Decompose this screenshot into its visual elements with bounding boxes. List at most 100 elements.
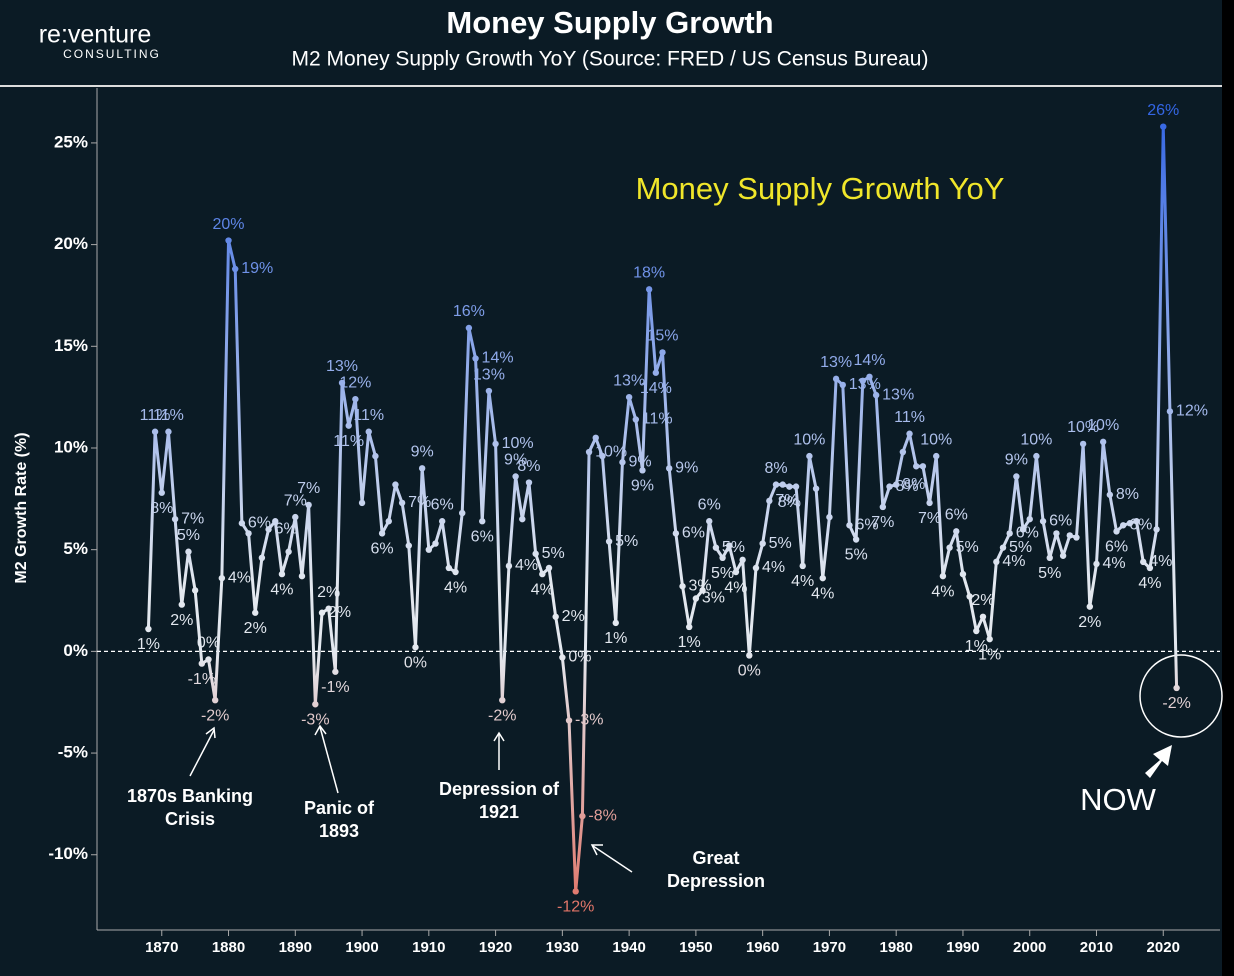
data-label: 5%	[845, 547, 868, 564]
data-label: 9%	[631, 478, 654, 495]
point	[592, 434, 599, 442]
point	[258, 554, 266, 562]
data-label: 4%	[270, 581, 293, 598]
data-label: 2%	[244, 620, 267, 637]
point	[211, 696, 219, 704]
data-label: 3%	[689, 578, 712, 595]
data-label: 10%	[1020, 431, 1052, 448]
point	[732, 568, 740, 576]
point	[892, 481, 900, 488]
point	[1053, 530, 1060, 537]
point	[238, 520, 246, 527]
point	[278, 570, 286, 578]
data-label: 9%	[675, 460, 698, 477]
point	[492, 440, 499, 448]
data-label: 4%	[1002, 553, 1025, 570]
point	[906, 430, 913, 437]
point	[1166, 408, 1174, 415]
point	[1153, 526, 1160, 533]
point	[1059, 552, 1067, 559]
point	[479, 518, 486, 525]
point	[545, 564, 553, 572]
data-label: 12%	[339, 374, 371, 391]
point	[979, 613, 987, 620]
point	[632, 416, 639, 423]
data-label: 7%	[297, 480, 320, 497]
point	[692, 595, 700, 602]
point	[245, 530, 252, 537]
point	[686, 623, 693, 631]
point	[1126, 520, 1134, 527]
arrow	[319, 726, 339, 794]
point	[265, 526, 272, 533]
point	[625, 393, 633, 401]
point	[939, 572, 947, 580]
point	[218, 574, 226, 582]
logo-tagline: CONSULTING	[63, 47, 161, 61]
point	[872, 391, 880, 399]
data-label: 5%	[711, 565, 734, 582]
data-label: -8%	[588, 807, 616, 824]
x-tick-label: 1890	[279, 939, 312, 956]
annotation-arrows	[189, 724, 633, 873]
point	[659, 349, 666, 356]
x-tick-label: 1910	[412, 939, 445, 956]
x-tick-label: 1870	[145, 939, 178, 956]
data-label: 6%	[248, 514, 271, 531]
point	[1033, 452, 1040, 460]
data-label: -2%	[488, 707, 516, 724]
data-label: 6%	[471, 528, 494, 545]
data-label: 6%	[682, 525, 705, 542]
x-tick-label: 1970	[813, 939, 846, 956]
point	[652, 369, 660, 376]
data-label: 14%	[640, 380, 672, 397]
data-label: 2%	[328, 604, 351, 621]
point	[312, 701, 319, 708]
point	[1160, 123, 1167, 130]
data-label: -3%	[575, 712, 603, 729]
data-label: 11%	[140, 407, 171, 424]
data-label: 9%	[628, 453, 651, 470]
data-label: 10%	[1087, 417, 1119, 434]
data-label: 1%	[604, 630, 627, 647]
data-label: 2%	[1078, 614, 1101, 631]
point	[318, 609, 326, 616]
point	[752, 564, 760, 572]
data-label: 14%	[853, 352, 885, 369]
point	[579, 812, 586, 820]
point	[1133, 518, 1140, 525]
point	[438, 518, 446, 525]
y-tick-label: 25%	[54, 132, 88, 151]
data-label: -2%	[201, 707, 229, 724]
x-tick-label: 2010	[1080, 939, 1113, 956]
point	[499, 696, 506, 704]
point	[806, 452, 813, 460]
point	[946, 544, 953, 551]
point	[398, 499, 406, 507]
data-label: -1%	[188, 671, 216, 688]
x-tick-label: 2020	[1147, 939, 1180, 956]
data-label: 3%	[702, 590, 725, 607]
point	[1099, 438, 1107, 446]
point	[599, 452, 606, 460]
right-edge	[1222, 0, 1234, 976]
point	[712, 544, 720, 551]
point	[552, 613, 559, 620]
data-label: 13%	[849, 376, 881, 393]
data-label: 5%	[542, 545, 565, 562]
point	[252, 609, 259, 616]
data-label: 9%	[411, 444, 434, 461]
point	[505, 562, 513, 570]
data-label: 10%	[502, 435, 534, 452]
point	[993, 558, 1000, 566]
point	[966, 593, 973, 600]
point	[232, 265, 239, 273]
now-circle	[1139, 654, 1223, 738]
data-label: 4%	[724, 579, 747, 596]
data-label: 12%	[1176, 403, 1208, 420]
data-label: 4%	[228, 569, 251, 586]
point	[425, 546, 433, 553]
point	[772, 481, 780, 488]
point	[926, 499, 933, 507]
